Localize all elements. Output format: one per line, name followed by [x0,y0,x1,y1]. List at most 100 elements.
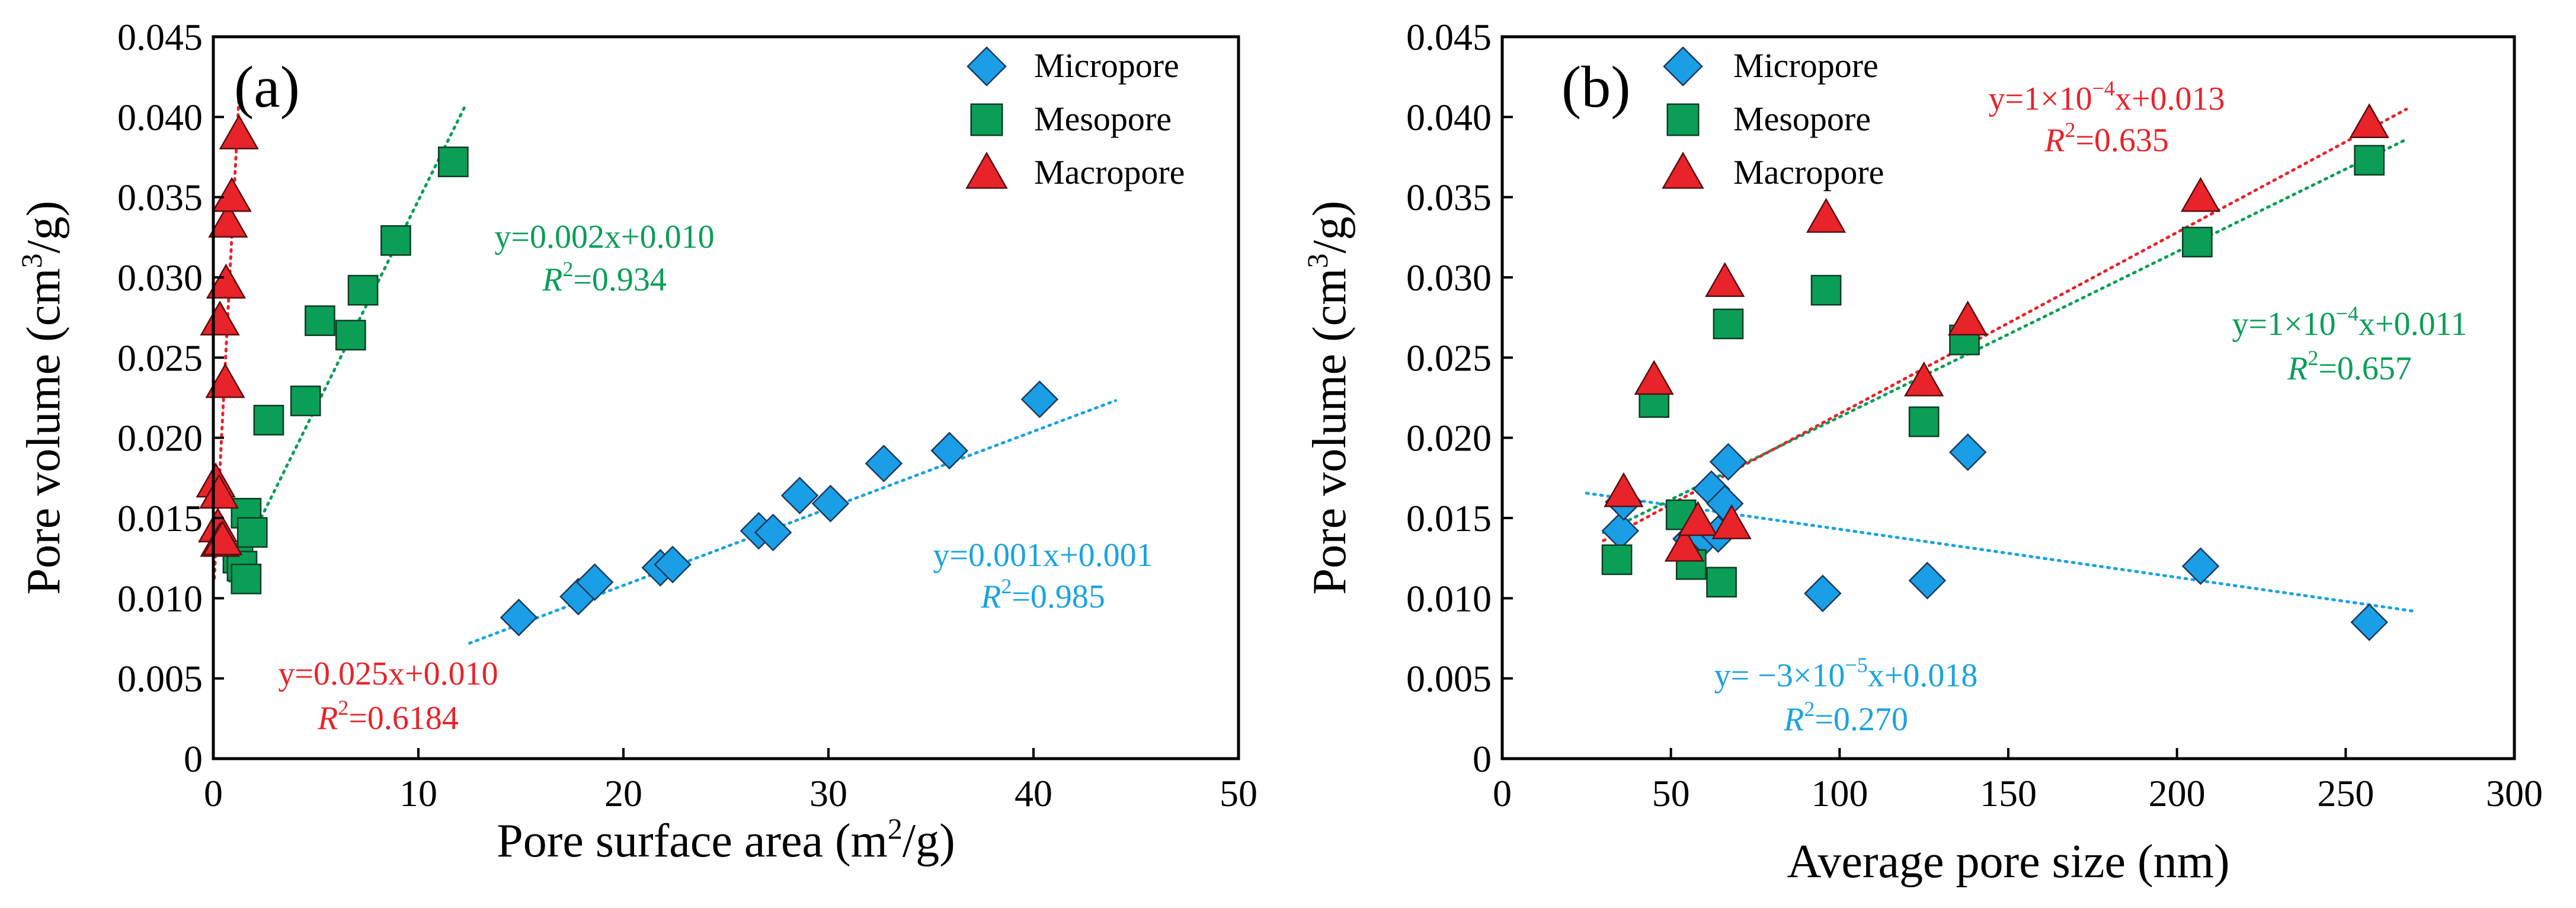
chart-a-macropore-r2: R2=0.6184 [317,696,459,737]
macropore-point [1678,501,1718,536]
chart-a-y-ticks: 0 0.005 0.010 0.015 0.020 0.025 0.030 0.035 0.04… [117,16,224,780]
macropore-point [1604,472,1644,507]
micropore-point [930,431,968,470]
micropore-point [1804,574,1842,612]
chart-b-mesopore-r2: R2=0.657 [2287,346,2412,387]
y-tick-label: 0.040 [1406,96,1492,138]
x-tick-label: 30 [809,772,847,814]
y-tick-label: 0.045 [1406,16,1492,58]
macropore-point [1904,361,1944,397]
micropore-point [500,599,538,637]
chart-a-y-axis-label: Pore volume (cm3/g) [15,201,70,595]
mesopore-point [380,225,411,256]
y-tick-label: 0.035 [1406,177,1492,219]
y-tick-label: 0.015 [117,497,203,539]
x-tick-label: 200 [2149,772,2206,814]
chart-b-panel-label: (b) [1561,54,1631,120]
micropore-point [1020,380,1059,418]
y-tick-label: 0.045 [117,16,203,58]
x-tick-label: 50 [1220,772,1257,814]
x-tick-label: 0 [204,772,223,814]
y-tick-label: 0.005 [1406,658,1492,700]
mesopore-point [1713,308,1744,340]
macropore-point [205,363,245,398]
mesopore-point [1810,274,1842,306]
mesopore-point [2181,226,2213,258]
y-tick-label: 0.025 [1406,337,1492,379]
y-tick-label: 0.020 [117,417,203,459]
micropore-point [2350,603,2388,641]
macropore-point [200,300,240,335]
legend-mesopore-symbol [1666,103,1700,136]
legend-mesopore-label: Mesopore [1034,100,1172,138]
mesopore-point [437,146,469,177]
mesopore-point [305,305,335,336]
micropore-point [1709,443,1748,481]
legend-macropore-symbol [1662,151,1704,189]
mesopore-point [253,405,284,436]
y-tick-label: 0.035 [117,177,203,219]
macropore-point [208,202,248,238]
x-tick-label: 40 [1015,772,1052,814]
chart-b: 0 0.005 0.010 0.015 0.020 0.025 0.030 0.035 0.04… [1301,16,2543,888]
micropore-point [2181,547,2220,585]
micropore-point [754,513,792,552]
chart-b-legend: Micropore Mesopore Macropore [1662,46,1884,191]
y-tick-label: 0.025 [117,337,203,379]
macropore-point [212,177,252,212]
legend-macropore-marker [1662,151,1704,189]
chart-b-x-ticks: 0 50 100 150 200 250 300 [1493,748,2543,814]
macropore-point [199,474,239,509]
legend-macropore-label: Macropore [1733,153,1884,191]
macropore-point [2349,103,2389,139]
legend-micropore-marker [1663,46,1703,87]
x-tick-label: 10 [399,772,437,814]
legend-micropore-label: Micropore [1034,46,1179,85]
macropore-point [1711,504,1752,539]
micropore-point [1908,561,1947,600]
chart-a-x-ticks: 0 10 20 30 40 50 [204,748,1257,814]
chart-a-mesopore-equation: y=0.002x+0.010 [494,219,714,255]
micropore-fit-line [1585,491,2415,613]
chart-b-micropore-equation: y= −3×10−5x+0.018 [1714,653,1978,694]
mesopore-point [1908,406,1940,437]
legend-mesopore-symbol [970,103,1003,136]
chart-b-mesopore-equation: y=1×10−4x+0.011 [2232,302,2468,343]
mesopore-point [1601,544,1633,576]
macropore-point [219,114,259,149]
y-tick-label: 0.005 [117,658,203,700]
y-tick-label: 0 [184,738,203,780]
legend-mesopore-marker [1666,103,1700,136]
micropore-point [1601,511,1640,550]
chart-a-plot-frame [212,35,1240,760]
mesopore-point [2354,145,2385,176]
chart-b-macropore-equation: y=1×10−4x+0.013 [1988,76,2225,117]
macropore-point [1806,197,1847,233]
x-tick-label: 50 [1652,772,1690,814]
mesopore-point [290,385,321,417]
mesopore-point [231,564,262,594]
y-tick-label: 0.010 [1406,577,1492,619]
micropore-point [865,445,903,482]
chart-b-macropore-r2: R2=0.635 [2044,118,2169,159]
x-tick-label: 100 [1811,772,1868,814]
mesopore-point [347,274,379,306]
legend-macropore-symbol [965,151,1008,189]
micropore-point [654,545,692,584]
y-tick-label: 0.030 [117,257,203,299]
mesopore-point [335,319,366,351]
chart-a-micropore-equation: y=0.001x+0.001 [933,537,1153,574]
y-tick-label: 0.040 [117,96,203,138]
legend-mesopore-marker [970,103,1003,136]
mesopore-point [1706,567,1737,598]
chart-b-points [1601,103,2389,641]
macropore-point [1634,360,1674,395]
micropore-point [575,563,614,602]
chart-a-mesopore-r2: R2=0.934 [542,257,667,298]
y-tick-label: 0 [1473,738,1492,780]
chart-b-y-ticks: 0 0.005 0.010 0.015 0.020 0.025 0.030 0.035 0.04… [1406,16,1513,780]
chart-b-y-axis-label: Pore volume (cm3/g) [1301,201,1356,595]
chart-b-micropore-r2: R2=0.270 [1783,697,1908,738]
chart-a-panel-label: (a) [234,54,300,120]
